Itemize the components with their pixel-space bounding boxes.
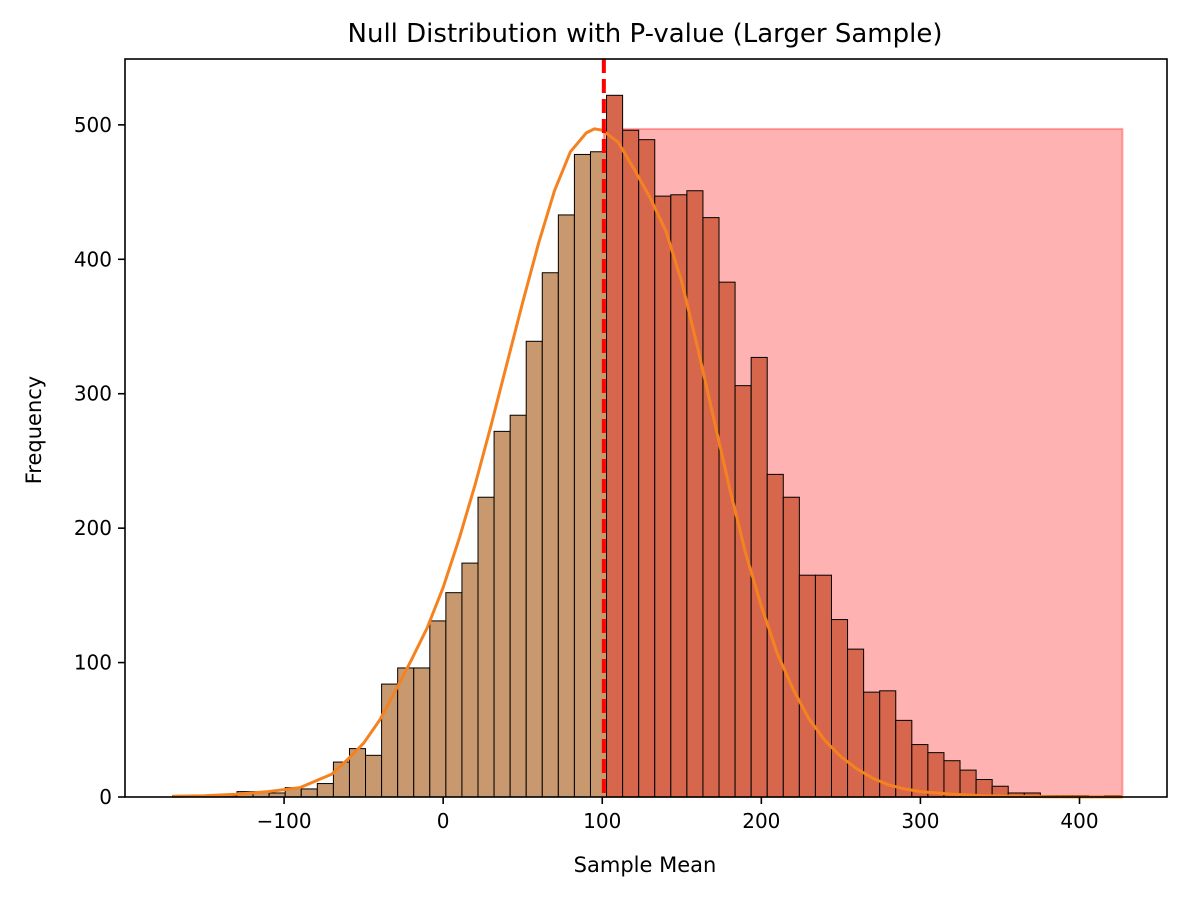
x-tick-label: 400 bbox=[1060, 809, 1098, 833]
x-tick-label: 0 bbox=[437, 809, 450, 833]
histogram-bar bbox=[702, 217, 720, 798]
histogram-bar bbox=[830, 619, 849, 798]
histogram-bar bbox=[525, 340, 543, 798]
y-axis-label: Frequency bbox=[22, 376, 46, 485]
histogram-bar bbox=[493, 430, 511, 798]
histogram-bar bbox=[461, 562, 479, 798]
y-tick-label: 500 bbox=[74, 113, 112, 137]
histogram-bar bbox=[734, 385, 752, 798]
histogram-bar bbox=[413, 667, 431, 798]
histogram-bar bbox=[670, 194, 688, 798]
histogram-bar bbox=[477, 496, 495, 798]
histogram-bar bbox=[638, 139, 656, 798]
histogram-bar bbox=[718, 281, 736, 798]
histogram-bar bbox=[300, 788, 318, 798]
histogram-bar bbox=[509, 414, 527, 798]
y-tick-label: 300 bbox=[74, 382, 112, 406]
x-tick-label: 300 bbox=[901, 809, 939, 833]
axes: −100 0 100 200 300 400 0 100 200 300 400 500 bbox=[74, 58, 1168, 833]
x-axis-label: Sample Mean bbox=[574, 853, 717, 877]
histogram-bar bbox=[445, 592, 463, 798]
x-tick-label: 200 bbox=[742, 809, 780, 833]
y-tick-label: 0 bbox=[99, 785, 112, 809]
histogram-bar bbox=[927, 752, 945, 798]
histogram-bar bbox=[654, 195, 672, 798]
histogram-bar bbox=[557, 214, 575, 798]
histogram-bar bbox=[573, 153, 591, 798]
histogram-bar bbox=[959, 769, 977, 798]
chart-title: Null Distribution with P-value (Larger S… bbox=[348, 19, 943, 49]
plot-frame bbox=[124, 58, 1168, 798]
kde-curve bbox=[172, 127, 1123, 799]
histogram-bar bbox=[766, 473, 784, 798]
histogram-bar bbox=[943, 760, 961, 798]
histogram-bar bbox=[895, 719, 913, 798]
histogram-bar bbox=[686, 190, 704, 798]
histogram-bar bbox=[847, 648, 865, 798]
plot-area bbox=[172, 59, 1124, 799]
histogram-bar bbox=[782, 496, 800, 798]
histogram-bar bbox=[429, 620, 447, 798]
histogram-bar bbox=[316, 783, 334, 798]
histogram-bar bbox=[622, 129, 640, 798]
y-tick-label: 100 bbox=[74, 651, 112, 675]
histogram-bar bbox=[541, 272, 559, 798]
y-tick-label: 400 bbox=[74, 247, 112, 271]
histogram-bar bbox=[798, 574, 816, 798]
histogram-bar bbox=[814, 574, 832, 798]
histogram-bar bbox=[397, 667, 415, 798]
x-tick-label: 100 bbox=[583, 809, 621, 833]
histogram-bar bbox=[606, 94, 624, 798]
x-tick-label: −100 bbox=[257, 809, 312, 833]
histogram-bar bbox=[332, 761, 350, 798]
histogram-bar bbox=[365, 754, 383, 798]
y-tick-label: 200 bbox=[74, 516, 112, 540]
